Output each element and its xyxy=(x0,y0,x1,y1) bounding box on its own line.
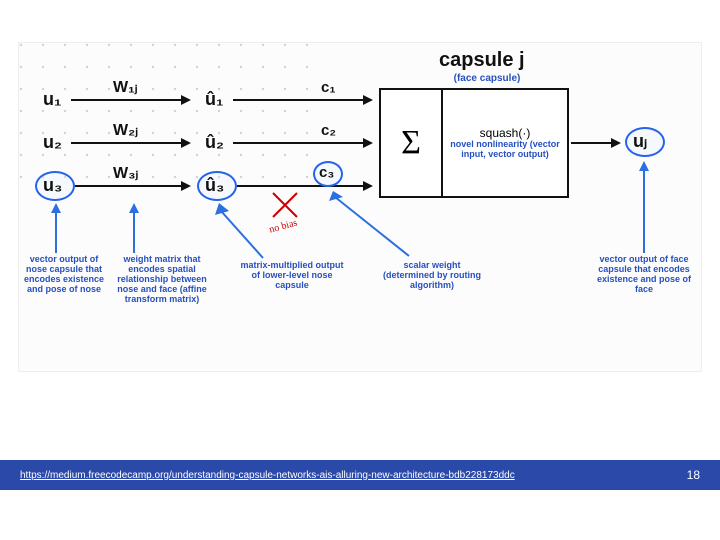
dot-grid xyxy=(19,43,319,193)
w3j: W₃ⱼ xyxy=(113,163,138,183)
bottom-bar: https://medium.freecodecamp.org/understa… xyxy=(0,460,720,490)
cap-w3: weight matrix that encodes spatial relat… xyxy=(107,255,217,304)
uj: uⱼ xyxy=(633,131,647,152)
cap-uj: vector output of face capsule that encod… xyxy=(589,255,699,295)
w1j: W₁ⱼ xyxy=(113,77,138,97)
nobias-x-icon xyxy=(271,191,299,219)
w2j: W₂ⱼ xyxy=(113,120,138,140)
ptr-w3 xyxy=(127,203,141,253)
slide-number: 18 xyxy=(687,468,700,482)
cap-uhat3: matrix-multiplied output of lower-level … xyxy=(237,261,347,291)
squash-sublabel: novel nonlinearity (vector input, vector… xyxy=(447,140,563,160)
u2: u₂ xyxy=(43,132,62,153)
c2: c₂ xyxy=(321,122,336,139)
uhat1: û₁ xyxy=(205,89,223,110)
capsule-box: Σ squash(·) novel nonlinearity (vector i… xyxy=(379,88,569,198)
ptr-u3 xyxy=(49,203,63,253)
source-link[interactable]: https://medium.freecodecamp.org/understa… xyxy=(20,470,515,481)
ptr-uhat3 xyxy=(213,203,273,263)
c1: c₁ xyxy=(321,79,336,96)
ptr-c xyxy=(329,191,419,261)
face-capsule-label: (face capsule) xyxy=(447,73,527,84)
cap-c: scalar weight (determined by routing alg… xyxy=(377,261,487,291)
arrow-out xyxy=(571,136,621,150)
sigma-icon: Σ xyxy=(401,126,421,160)
uhat2: û₂ xyxy=(205,132,224,153)
capsule-diagram: capsule j (face capsule) u₁ W₁ⱼ û₁ c₁ u₂… xyxy=(18,42,702,372)
u3: u₃ xyxy=(43,175,62,196)
arrow-uhat2-box xyxy=(233,136,373,150)
title: capsule j xyxy=(439,49,525,72)
cap-u3: vector output of nose capsule that encod… xyxy=(19,255,109,295)
ptr-uj xyxy=(637,161,651,253)
c3: c₃ xyxy=(319,164,334,181)
squash-label: squash(·) xyxy=(480,126,531,140)
arrow-uhat1-box xyxy=(233,93,373,107)
uhat3: û₃ xyxy=(205,175,224,196)
u1: u₁ xyxy=(43,89,61,110)
